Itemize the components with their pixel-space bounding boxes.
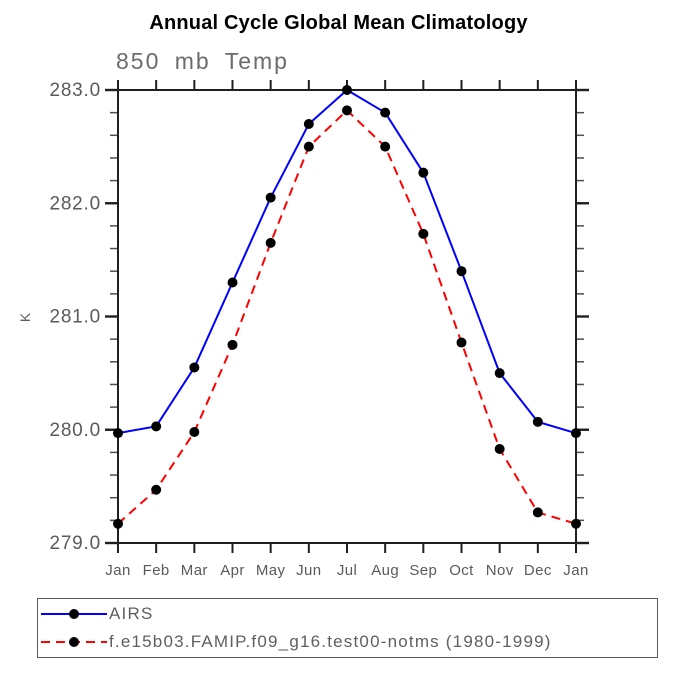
legend-label-model: f.e15b03.FAMIP.f09_g16.test00-notms (198…	[109, 632, 552, 651]
y-tick-label: 281.0	[49, 307, 101, 328]
data-point-0	[113, 428, 123, 439]
x-tick-label: Jul	[337, 562, 357, 579]
data-point-0	[456, 266, 467, 277]
x-tick-label: Jun	[296, 562, 321, 579]
legend-box: AIRS f.e15b03.FAMIP.f09_g16.test00-notms…	[37, 598, 658, 658]
x-tick-label: Mar	[181, 562, 208, 579]
data-point-0	[571, 428, 581, 439]
data-point-1	[456, 337, 467, 348]
series-line-1	[117, 109, 577, 525]
data-point-0	[189, 362, 200, 373]
data-point-1	[265, 237, 276, 248]
legend-marker-dot	[69, 609, 79, 619]
x-tick-label: Nov	[486, 562, 514, 579]
legend-item-model: f.e15b03.FAMIP.f09_g16.test00-notms (198…	[38, 629, 657, 656]
x-tick-label: Apr	[220, 562, 245, 579]
data-point-0	[151, 421, 162, 432]
data-point-1	[342, 105, 352, 116]
data-point-1	[151, 484, 162, 495]
legend-key-solid-line	[41, 609, 107, 619]
data-point-0	[303, 118, 314, 129]
x-tick-label: Feb	[143, 562, 170, 579]
y-tick-label: 279.0	[49, 533, 101, 554]
legend-item-airs: AIRS	[38, 601, 657, 628]
data-point-0	[380, 107, 391, 118]
y-tick-label: 280.0	[49, 420, 101, 441]
x-tick-label: Dec	[524, 562, 552, 579]
data-point-0	[265, 192, 276, 203]
x-tick-label: May	[256, 562, 286, 579]
chart-subtitle: 850 mb Temp	[116, 48, 289, 74]
data-point-1	[418, 228, 429, 239]
data-point-0	[227, 277, 238, 288]
data-point-1	[494, 444, 505, 455]
data-point-1	[571, 518, 581, 529]
x-tick-label: Jan	[105, 562, 130, 579]
data-point-0	[532, 416, 543, 427]
data-point-0	[494, 368, 505, 379]
chart-title: Annual Cycle Global Mean Climatology	[149, 12, 528, 34]
y-tick-label: 282.0	[49, 193, 101, 214]
data-point-1	[303, 141, 314, 152]
axes-frame	[117, 89, 577, 544]
y-tick-label: 283.0	[49, 80, 101, 101]
series-line-0	[117, 88, 577, 435]
legend-marker-dot	[69, 637, 79, 647]
legend-key-dashed-line	[41, 637, 107, 647]
data-point-1	[380, 141, 391, 152]
legend-label-airs: AIRS	[109, 604, 154, 623]
data-point-0	[342, 85, 352, 95]
x-tick-label: Sep	[409, 562, 437, 579]
data-point-1	[113, 518, 123, 529]
x-tick-label: Jan	[563, 562, 588, 579]
data-point-0	[418, 167, 429, 178]
x-tick-label: Aug	[371, 562, 399, 579]
data-point-1	[227, 339, 238, 350]
x-tick-label: Oct	[449, 562, 474, 579]
data-point-1	[189, 427, 200, 438]
data-point-1	[532, 507, 543, 518]
